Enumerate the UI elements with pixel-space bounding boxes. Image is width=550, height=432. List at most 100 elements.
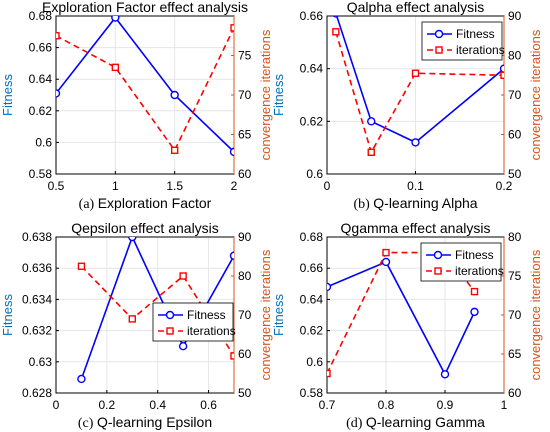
data-point-fitness: [327, 282, 332, 292]
y-left-tick-label: 0.634: [22, 292, 52, 306]
series-iterations: [332, 28, 504, 156]
data-point-fitness: [128, 237, 137, 242]
chart-title: Qalpha effect analysis: [347, 0, 485, 15]
x-tick-label: 0.8: [378, 398, 395, 412]
data-point-iterations: [77, 262, 86, 270]
y-left-tick-label: 0.64: [29, 72, 53, 86]
y-right-tick-label: 75: [508, 269, 522, 283]
y-left-tick-label: 0.636: [22, 261, 52, 275]
series-fitness: [56, 16, 234, 157]
panel-caption: (a) Exploration Factor: [79, 195, 212, 212]
y-right-tick-label: 70: [508, 88, 522, 102]
data-point-iterations: [111, 63, 120, 72]
data-point-fitness: [332, 16, 340, 18]
y-left-tick-label: 0.68: [29, 9, 53, 23]
series-line-iterations: [327, 251, 476, 374]
series-line-fitness: [327, 260, 476, 377]
data-point-fitness: [470, 307, 479, 317]
y-left-tick-label: 0.63: [29, 355, 53, 369]
y-axis-label-left: Fitness: [0, 74, 15, 116]
series-line-fitness: [80, 237, 234, 380]
legend-marker: [434, 29, 444, 39]
y-right-tick-label: 65: [508, 347, 522, 361]
chart-panel-3: 0 0.2 0.4 0.6 0.628 0.63 0.632 0.634 0.636 0.638 5…: [0, 220, 273, 431]
y-right-tick-label: 70: [238, 88, 252, 102]
data-point-iterations: [128, 315, 136, 323]
data-point-fitness: [499, 64, 504, 73]
y-left-tick-label: 0.66: [29, 41, 53, 55]
chart-panel-1: 0.5 1 1.5 2 0.58 0.6 0.62 0.64 0.66 0.68 60 65 70 75 E…: [0, 0, 273, 212]
legend-marker: [435, 46, 443, 54]
data-point-iterations: [327, 369, 331, 378]
x-tick-label: 0.4: [149, 398, 166, 412]
x-tick-label: 0.1: [407, 179, 424, 193]
data-point-iterations: [367, 148, 375, 156]
y-right-tick-label: 65: [238, 128, 252, 142]
y-left-tick-label: 0.68: [300, 230, 324, 244]
legend-label: Fitness: [187, 308, 226, 322]
y-left-tick-label: 0.66: [300, 9, 324, 23]
data-point-fitness: [440, 370, 450, 379]
y-left-tick-label: 0.6: [306, 167, 323, 181]
data-point-iterations: [382, 248, 390, 257]
y-axis-label-right: convergence iterations: [258, 29, 273, 160]
series-iterations: [77, 262, 234, 360]
data-point-fitness: [111, 16, 120, 22]
y-right-tick-label: 80: [508, 230, 522, 244]
x-tick-label: 2: [231, 179, 238, 193]
chart-panel-4: 0.7 0.8 0.9 1 0.58 0.6 0.62 0.64 0.66 0.68 60 65 70 7…: [271, 220, 543, 431]
data-point-fitness: [367, 117, 376, 126]
y-left-tick-label: 0.628: [22, 386, 52, 400]
data-point-iterations: [470, 287, 479, 296]
x-tick-label: 0.2: [99, 398, 116, 412]
y-axis-label-left: Fitness: [271, 74, 286, 116]
y-left-tick-label: 0.66: [300, 261, 324, 275]
y-left-tick-label: 0.62: [300, 114, 324, 128]
y-axis-label-left: Fitness: [271, 294, 286, 336]
legend-label: Fitness: [456, 27, 495, 41]
series-fitness: [332, 16, 504, 147]
x-tick-label: 0: [324, 179, 331, 193]
data-point-iterations: [411, 69, 420, 77]
y-right-tick-label: 60: [238, 347, 252, 361]
y-right-tick-label: 70: [508, 308, 522, 322]
data-point-fitness: [229, 251, 234, 260]
y-axis-label-right: convergence iterations: [258, 249, 273, 380]
legend: Fitness iterations: [421, 21, 505, 61]
y-right-tick-label: 60: [508, 386, 522, 400]
y-left-tick-label: 0.632: [22, 324, 52, 338]
data-point-fitness: [411, 138, 420, 147]
panel-caption: (d) Q-learning Gamma: [346, 414, 485, 431]
data-point-iterations: [170, 146, 179, 155]
y-right-tick-label: 75: [238, 49, 252, 63]
plot-frame: [55, 15, 235, 175]
y-right-tick-label: 60: [238, 167, 252, 181]
y-right-tick-label: 60: [508, 128, 522, 142]
y-right-tick-label: 80: [508, 49, 522, 63]
y-right-tick-label: 70: [238, 308, 252, 322]
legend-marker: [165, 310, 175, 320]
data-point-fitness: [56, 89, 61, 98]
series-line-fitness: [56, 16, 234, 153]
y-left-tick-label: 0.64: [300, 292, 324, 306]
series-iterations: [56, 24, 234, 155]
y-left-tick-label: 0.58: [300, 386, 324, 400]
y-right-tick-label: 80: [238, 269, 252, 283]
data-point-fitness: [170, 90, 179, 100]
panel-caption: (c) Q-learning Epsilon: [78, 414, 212, 431]
legend-label: iterations: [187, 324, 236, 338]
data-point-fitness: [77, 374, 86, 384]
y-left-tick-label: 0.62: [29, 104, 53, 118]
legend-label: Fitness: [455, 248, 494, 262]
legend-label: iterations: [455, 264, 504, 278]
x-tick-label: 1.5: [166, 179, 183, 193]
y-left-tick-label: 0.6: [35, 135, 52, 149]
x-tick-label: 1: [501, 398, 508, 412]
y-right-tick-label: 90: [508, 9, 522, 23]
x-tick-label: 0: [53, 398, 60, 412]
y-left-tick-label: 0.64: [300, 62, 324, 76]
y-axis-label-right: convergence iterations: [528, 29, 543, 160]
y-left-tick-label: 0.638: [22, 230, 52, 244]
legend-marker: [433, 250, 443, 260]
chart-title: Qepsilon effect analysis: [71, 220, 219, 236]
